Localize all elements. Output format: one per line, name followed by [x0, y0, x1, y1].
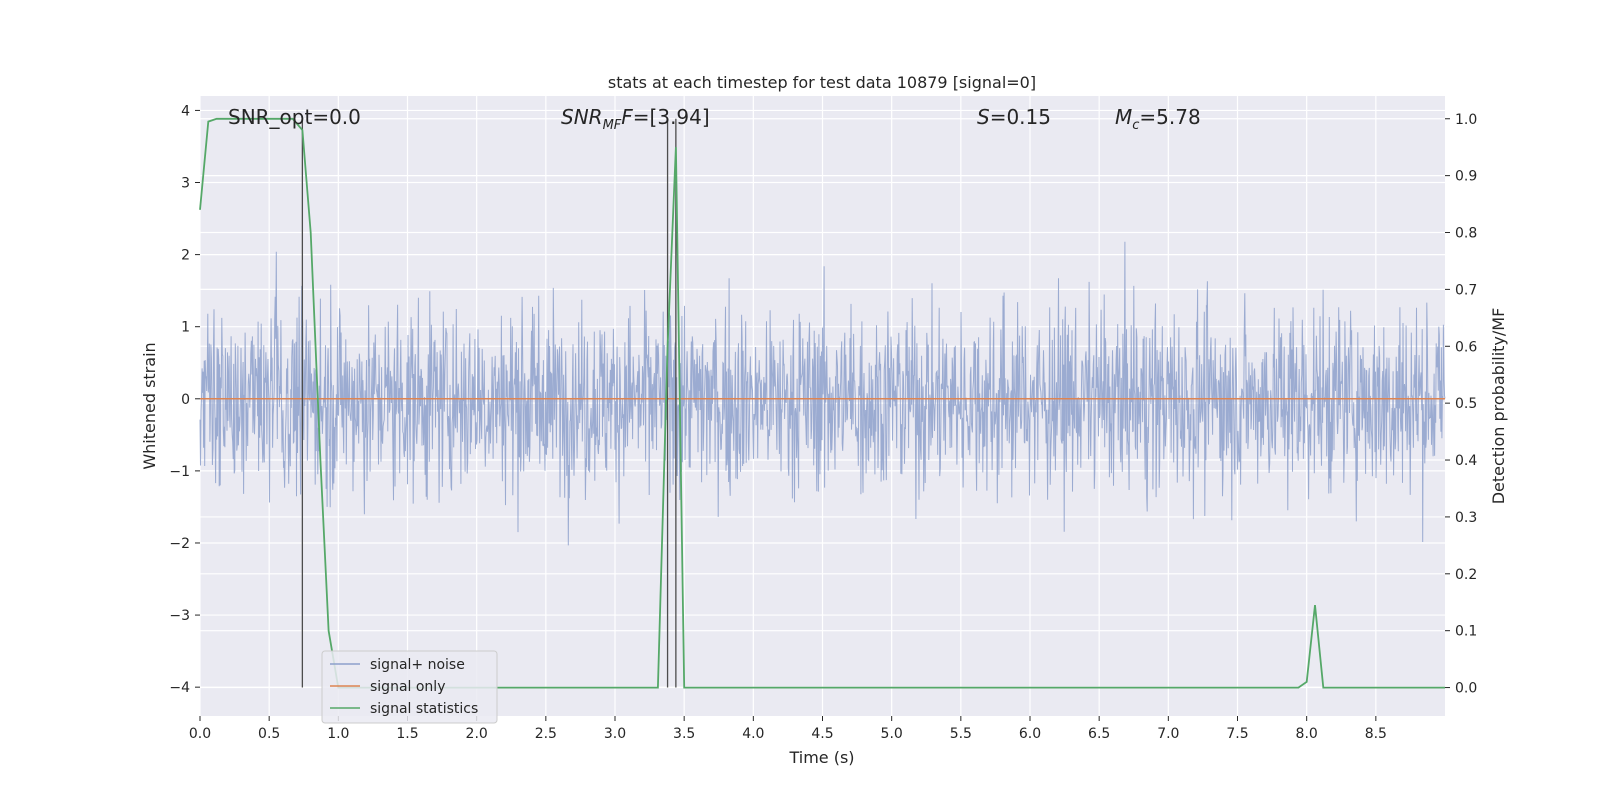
x-tick-label: 3.0 [604, 726, 626, 742]
chart-title: stats at each timestep for test data 108… [608, 73, 1036, 92]
y-right-tick-label: 0.2 [1455, 567, 1477, 583]
x-tick-label: 4.5 [811, 726, 833, 742]
y-left-tick-label: −1 [169, 464, 190, 480]
x-tick-label: 3.5 [673, 726, 695, 742]
x-tick-label: 5.5 [950, 726, 972, 742]
x-tick-label: 6.0 [1019, 726, 1041, 742]
noise-line [199, 241, 1446, 546]
x-tick-label: 4.0 [742, 726, 764, 742]
y-right-tick-label: 0.1 [1455, 624, 1477, 640]
y-left-tick-label: −4 [169, 680, 190, 696]
y-left-tick-label: 3 [181, 176, 190, 192]
y-left-tick-label: 1 [181, 320, 190, 336]
x-tick-label: 8.0 [1296, 726, 1318, 742]
x-tick-label: 2.5 [535, 726, 557, 742]
x-tick-label: 0.5 [258, 726, 280, 742]
y-right-tick-label: 0.0 [1455, 681, 1477, 697]
y-right-axis-label: Detection probability/MF [1489, 308, 1508, 505]
x-tick-label: 2.0 [466, 726, 488, 742]
annotation-snr-mf: SNRMFF=[3.94] [561, 105, 710, 133]
y-left-tick-label: 4 [181, 103, 190, 119]
legend-box [321, 650, 498, 724]
signal-statistics-series [199, 117, 1445, 689]
x-tick-label: 6.5 [1088, 726, 1110, 742]
y-right-tick-label: 0.5 [1455, 396, 1477, 412]
signal-statistics-line [199, 117, 1445, 689]
y-right-tick-label: 0.7 [1455, 282, 1477, 298]
legend-label-noise: signal+ noise [370, 657, 465, 673]
annotation-s: S=0.15 [977, 105, 1051, 129]
x-tick-label: 7.5 [1226, 726, 1248, 742]
y-left-ticks: 4 3 2 1 0 −1 −2 −3 −4 [169, 103, 200, 696]
noise-series [199, 241, 1446, 546]
vertical-markers [301, 118, 677, 688]
legend: signal+ noise signal only signal statist… [321, 650, 498, 724]
x-tick-label: 0.0 [189, 726, 211, 742]
x-tick-label: 1.5 [396, 726, 418, 742]
y-right-tick-label: 0.4 [1455, 453, 1477, 469]
y-right-tick-label: 0.8 [1455, 226, 1477, 242]
y-right-tick-label: 0.3 [1455, 510, 1477, 526]
y-right-tick-label: 0.6 [1455, 339, 1477, 355]
x-tick-label: 7.0 [1157, 726, 1179, 742]
legend-label-signal: signal only [370, 679, 445, 695]
annotation-mc: Mc=5.78 [1115, 105, 1201, 133]
x-tick-label: 8.5 [1365, 726, 1387, 742]
x-tick-label: 1.0 [327, 726, 349, 742]
y-left-tick-label: 0 [181, 392, 190, 408]
legend-label-stat: signal statistics [370, 701, 478, 717]
y-left-tick-label: 2 [181, 248, 190, 264]
y-right-tick-label: 1.0 [1455, 112, 1477, 128]
y-right-tick-label: 0.9 [1455, 169, 1477, 185]
x-tick-label: 5.0 [881, 726, 903, 742]
x-axis-label: Time (s) [788, 748, 854, 767]
y-left-tick-label: −3 [169, 608, 190, 624]
annotation-snr-opt: SNR_opt=0.0 [228, 105, 361, 129]
y-left-tick-label: −2 [169, 536, 190, 552]
x-axis-ticks: 0.0 0.5 1.0 1.5 2.0 2.5 3.0 3.5 4.0 4.5 5.0 5.5 6.0 6… [189, 716, 1387, 742]
y-right-ticks: 1.0 0.9 0.8 0.7 0.6 0.5 0.4 0.3 0.2 0.1 0.0 [1445, 112, 1477, 697]
y-left-axis-label: Whitened strain [140, 342, 159, 469]
